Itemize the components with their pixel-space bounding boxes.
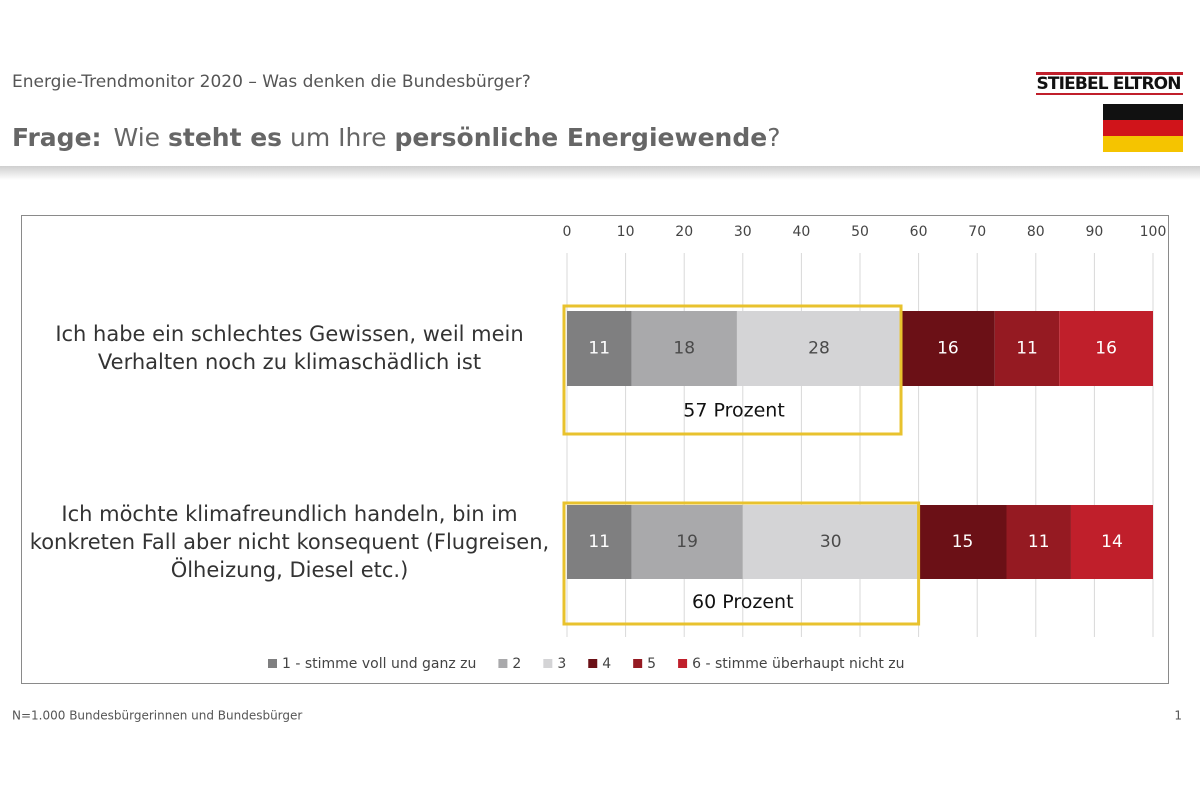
legend-marker <box>268 659 277 668</box>
legend-marker <box>543 659 553 668</box>
subtitle: Energie-Trendmonitor 2020 – Was denken d… <box>12 72 531 92</box>
bar-segment <box>631 311 737 386</box>
legend-marker <box>588 659 598 668</box>
bar-segment <box>994 311 1060 386</box>
question: Frage: Wie steht es um Ihre persönliche E… <box>12 123 780 152</box>
bar-segment <box>736 311 902 386</box>
legend-label: 6 - stimme überhaupt nicht zu <box>692 656 904 672</box>
legend-marker <box>633 659 643 668</box>
data-label: 18 <box>673 339 695 359</box>
category-label: Ich möchte klimafreundlich handeln, bin … <box>29 502 550 582</box>
legend-marker <box>498 659 508 668</box>
logo-line <box>1036 72 1183 75</box>
x-tick-label: 60 <box>910 224 928 240</box>
question-part: persönliche Energiewende <box>394 123 767 152</box>
chart-frame <box>21 215 1169 684</box>
x-tick-label: 30 <box>734 224 752 240</box>
question-part: ? <box>767 123 780 152</box>
question-part: Frage: <box>12 123 102 152</box>
x-tick-label: 100 <box>1140 224 1167 240</box>
logo: STIEBEL ELTRON <box>1037 74 1182 94</box>
question-part: Wie <box>114 123 161 152</box>
x-tick-label: 50 <box>851 224 869 240</box>
data-label: 11 <box>1028 532 1050 552</box>
bar-segment <box>1070 505 1153 579</box>
legend-label: 1 - stimme voll und ganz zu <box>282 656 476 672</box>
bar-segment <box>567 311 632 386</box>
bar-segment <box>1059 311 1153 386</box>
legend-label: 4 <box>602 656 611 672</box>
data-label: 19 <box>676 532 698 552</box>
header-shadow <box>0 166 1200 180</box>
flag-stripe <box>1103 120 1183 136</box>
x-tick-label: 10 <box>617 224 635 240</box>
data-label: 11 <box>1016 339 1038 359</box>
x-tick-label: 40 <box>792 224 810 240</box>
highlight-label: 57 Prozent <box>683 400 785 422</box>
data-label: 15 <box>952 532 974 552</box>
highlight-box <box>562 304 903 436</box>
x-tick-label: 0 <box>563 224 572 240</box>
bar-segment <box>1006 505 1071 579</box>
bar-segment <box>631 505 743 579</box>
data-label: 14 <box>1101 532 1123 552</box>
data-label: 30 <box>820 532 842 552</box>
x-tick-label: 70 <box>968 224 986 240</box>
page-number: 1 <box>1174 709 1182 723</box>
footer-note: N=1.000 Bundesbürgerinnen und Bundesbürg… <box>12 709 302 723</box>
logo-line <box>1036 93 1183 95</box>
legend-label: 3 <box>557 656 566 672</box>
legend-label: 2 <box>512 656 521 672</box>
data-label: 16 <box>1095 339 1117 359</box>
x-tick-label: 80 <box>1027 224 1045 240</box>
legend-marker <box>678 659 688 668</box>
data-label: 28 <box>808 339 830 359</box>
highlight-label: 60 Prozent <box>692 591 794 613</box>
legend-label: 5 <box>647 656 656 672</box>
category-label: Ich habe ein schlechtes Gewissen, weil m… <box>55 322 524 374</box>
bar-segment <box>918 505 1007 579</box>
data-label: 11 <box>588 532 610 552</box>
highlight-box <box>562 501 921 626</box>
flag-stripe <box>1103 136 1183 152</box>
bar-segment <box>567 505 632 579</box>
data-label: 16 <box>937 339 959 359</box>
bar-segment <box>742 505 919 579</box>
flag-stripe <box>1103 104 1183 120</box>
x-tick-label: 20 <box>675 224 693 240</box>
bar-segment <box>901 311 995 386</box>
question-part: um Ihre <box>290 123 386 152</box>
question-part: steht es <box>168 123 282 152</box>
data-label: 11 <box>588 339 610 359</box>
x-tick-label: 90 <box>1085 224 1103 240</box>
